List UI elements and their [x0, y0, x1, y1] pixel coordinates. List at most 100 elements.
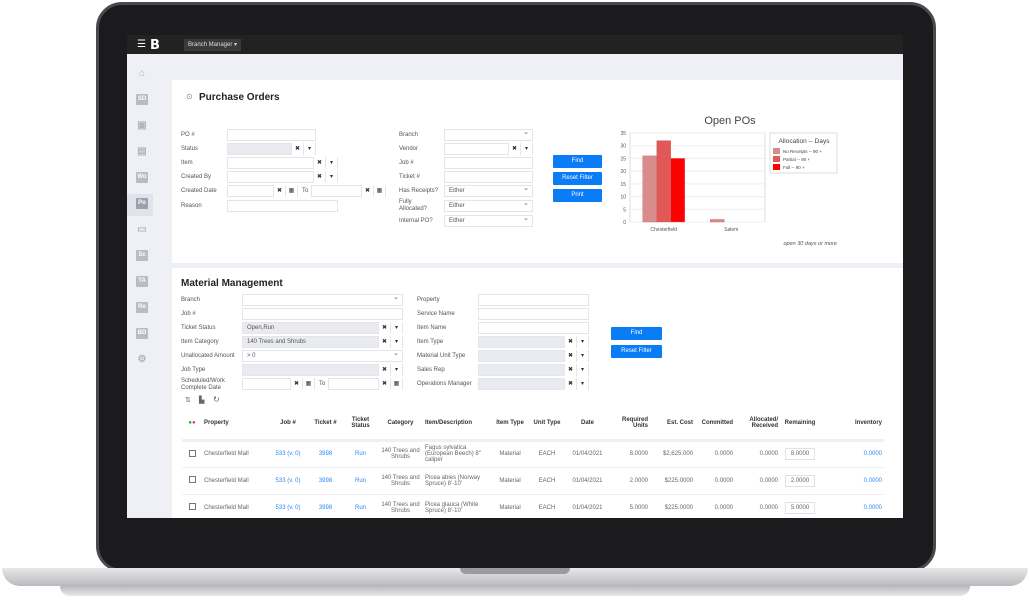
clear-icon[interactable]: ✖ — [313, 171, 325, 183]
caret-down-icon[interactable]: ▾ — [520, 143, 532, 155]
table-cell[interactable]: Run — [343, 440, 378, 468]
created-by-select[interactable]: ✖ ▾ — [227, 171, 338, 183]
remaining-input[interactable]: 5.0000 — [785, 501, 815, 514]
print-button[interactable]: Print — [553, 189, 602, 202]
row-checkbox[interactable] — [188, 449, 196, 457]
table-cell[interactable]: 533 (v. 0) — [268, 440, 308, 468]
scheduled-date-to-input[interactable]: ✖ ▦ — [328, 378, 403, 390]
column-header[interactable]: Committed — [695, 408, 735, 442]
bar-partial[interactable] — [656, 140, 671, 223]
unallocated-amount-select[interactable]: > 0 — [242, 349, 403, 362]
branch-select[interactable] — [242, 293, 403, 306]
clear-icon[interactable]: ✖ — [378, 364, 390, 376]
has-receipts-select[interactable]: Either — [444, 184, 533, 197]
remaining-input[interactable]: 2.0000 — [785, 474, 815, 487]
role-dropdown[interactable]: Branch Manager ▾ — [184, 39, 242, 51]
sidebar-item-wo[interactable]: Wo — [136, 172, 148, 183]
item-category-select[interactable]: 140 Trees and Shrubs ✖ ▾ — [242, 336, 403, 348]
clear-icon[interactable]: ✖ — [378, 378, 390, 390]
caret-down-icon[interactable]: ▾ — [576, 336, 588, 348]
sidebar-item-re[interactable]: Re — [136, 302, 148, 313]
bar-no[interactable] — [642, 155, 657, 223]
table-cell[interactable]: 0.0000 — [820, 494, 884, 518]
operations-manager-select[interactable]: ✖ ▾ — [478, 378, 589, 390]
column-header[interactable]: Est. Cost — [650, 408, 695, 442]
calendar-icon[interactable]: ▦ — [302, 378, 314, 390]
home-icon[interactable]: ⌂ — [138, 68, 146, 79]
clear-icon[interactable]: ✖ — [378, 322, 390, 334]
column-header[interactable]: Allocated/ Received — [735, 408, 780, 442]
ticket-status-select[interactable]: Open,Run ✖ ▾ — [242, 322, 403, 334]
clear-icon[interactable]: ✖ — [313, 157, 325, 169]
job-input[interactable] — [444, 157, 533, 169]
service-name-input[interactable] — [478, 308, 589, 320]
caret-down-icon[interactable]: ▾ — [390, 322, 402, 334]
clear-icon[interactable]: ✖ — [291, 143, 303, 155]
row-checkbox[interactable] — [188, 476, 196, 483]
clear-icon[interactable]: ✖ — [564, 364, 576, 376]
column-header[interactable]: Property — [202, 408, 268, 442]
table-cell[interactable]: 533 (v. 0) — [268, 494, 308, 518]
table-cell[interactable]: Run — [343, 494, 378, 518]
table-cell[interactable]: 0.0000 — [820, 467, 884, 495]
caret-down-icon[interactable]: ▾ — [303, 143, 315, 155]
sidebar-item-bd[interactable]: BD — [136, 328, 148, 339]
item-select[interactable]: ✖ ▾ — [227, 157, 338, 169]
clear-icon[interactable]: ✖ — [290, 378, 302, 390]
find-button[interactable]: Find — [611, 327, 662, 340]
bar-full[interactable] — [670, 158, 685, 223]
job-input[interactable] — [242, 308, 403, 320]
sidebar-item-sd[interactable]: SD — [136, 94, 148, 105]
table-cell[interactable] — [182, 440, 202, 468]
calendar-icon[interactable]: ▦ — [285, 185, 297, 197]
caret-down-icon[interactable]: ▾ — [576, 350, 588, 362]
table-cell[interactable]: 8.0000 — [780, 440, 820, 468]
job-type-select[interactable]: ✖ ▾ — [242, 364, 403, 376]
table-cell[interactable]: 5.0000 — [780, 494, 820, 518]
hamburger-menu-icon[interactable]: ☰ — [137, 39, 146, 50]
sort-icon[interactable]: ⇅ — [185, 397, 191, 404]
refresh-icon[interactable]: ↻ — [213, 395, 220, 404]
internal-po-select[interactable]: Either — [444, 214, 533, 227]
table-cell[interactable]: 533 (v. 0) — [268, 467, 308, 495]
clear-icon[interactable]: ✖ — [564, 336, 576, 348]
material-unit-type-select[interactable]: ✖ ▾ — [478, 350, 589, 362]
find-button[interactable]: Find — [553, 155, 602, 168]
clear-icon[interactable]: ✖ — [564, 378, 576, 390]
collapse-circle-icon[interactable]: ⊙ — [186, 92, 193, 101]
clear-icon[interactable]: ✖ — [273, 185, 285, 197]
column-header[interactable]: Ticket Status — [343, 408, 378, 442]
caret-down-icon[interactable]: ▾ — [325, 171, 337, 183]
clear-icon[interactable]: ✖ — [361, 185, 373, 197]
sidebar-item-po[interactable]: Po — [136, 198, 148, 209]
clear-icon[interactable]: ✖ — [564, 350, 576, 362]
clear-icon[interactable]: ✖ — [378, 336, 390, 348]
column-header[interactable]: Ticket # — [308, 408, 343, 442]
export-icon[interactable]: ▙ — [199, 397, 205, 404]
item-type-select[interactable]: ✖ ▾ — [478, 336, 589, 348]
sales-rep-select[interactable]: ✖ ▾ — [478, 364, 589, 376]
vendor-select[interactable]: ✖ ▾ — [444, 143, 533, 155]
table-cell[interactable]: 3998 — [308, 467, 343, 495]
caret-down-icon[interactable]: ▾ — [576, 364, 588, 376]
table-cell[interactable]: Run — [343, 467, 378, 495]
fully-allocated-select[interactable]: Either — [444, 199, 533, 212]
column-header[interactable]: Remaining — [780, 408, 820, 442]
column-header[interactable]: Unit Type — [529, 408, 565, 442]
select-all-header[interactable]: ●● — [182, 408, 202, 442]
calendar-icon[interactable]: ▦ — [390, 378, 402, 390]
row-checkbox[interactable] — [188, 503, 196, 510]
reset-filter-button[interactable]: Reset Filter — [553, 172, 602, 185]
table-cell[interactable]: 3998 — [308, 494, 343, 518]
bar-no[interactable] — [710, 219, 725, 223]
column-header[interactable]: Category — [378, 408, 423, 442]
property-input[interactable] — [478, 294, 589, 306]
table-cell[interactable] — [182, 494, 202, 518]
ticket-icon[interactable]: ▭ — [137, 224, 147, 235]
sidebar-item-ta[interactable]: TA — [136, 276, 148, 287]
table-cell[interactable]: 2.0000 — [780, 467, 820, 495]
item-name-input[interactable] — [478, 322, 589, 334]
caret-down-icon[interactable]: ▾ — [325, 157, 337, 169]
column-header[interactable]: Item Type — [491, 408, 529, 442]
column-header[interactable]: Job # — [268, 408, 308, 442]
